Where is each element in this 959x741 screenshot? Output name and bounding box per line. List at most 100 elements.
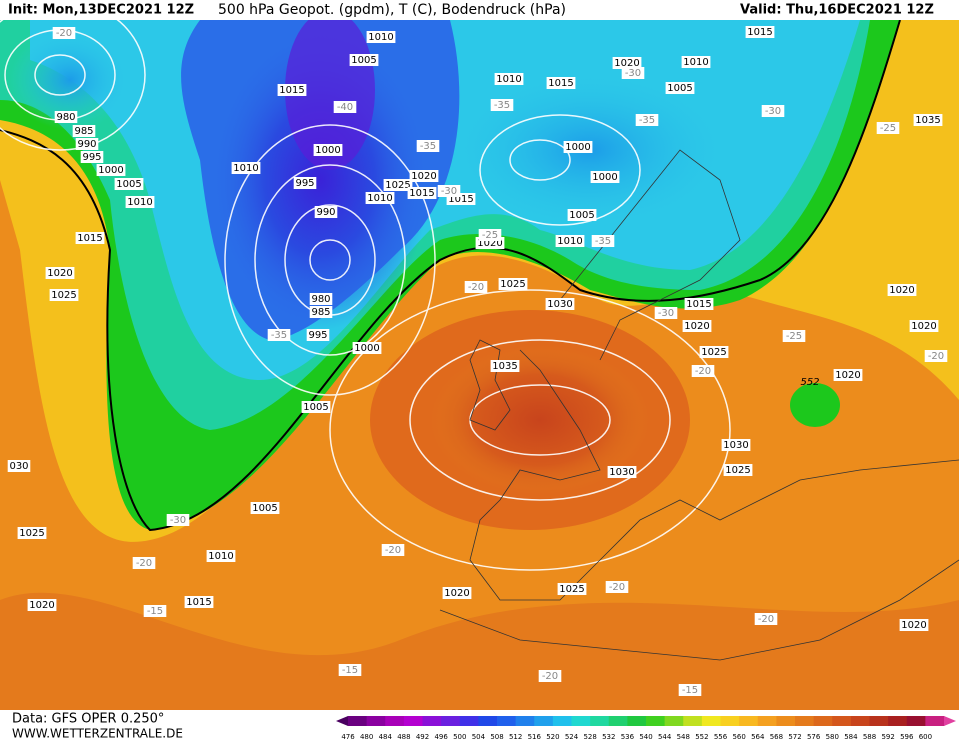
temperature-label-box	[761, 105, 785, 117]
temperature-label-box	[132, 557, 156, 569]
colorbar-label: 480	[360, 733, 373, 741]
colorbar-label: 568	[770, 733, 783, 741]
pressure-label-box	[913, 114, 943, 126]
pressure-label: 1020	[835, 370, 860, 381]
pressure-label: 1025	[701, 347, 726, 358]
pressure-label-box	[682, 320, 712, 332]
pressure-label: 1000	[354, 343, 379, 354]
colorbar-label: 524	[565, 733, 579, 741]
pressure-label-box	[545, 298, 575, 310]
pressure-label: 1010	[368, 32, 393, 43]
pressure-label-box	[498, 278, 528, 290]
colorbar-label: 516	[528, 733, 542, 741]
temperature-label-box	[143, 605, 167, 617]
pressure-label: 1005	[351, 55, 376, 66]
pressure-label: 1005	[569, 210, 594, 221]
pressure-label: 1015	[279, 85, 304, 96]
pressure-label-box	[72, 125, 96, 137]
temperature-label: -40	[337, 102, 353, 113]
map-labels: 1010 1005 1015 1000 995 990 980 985 995 1000 1005 1…	[7, 26, 948, 696]
temperature-label: -35	[639, 115, 655, 126]
colorbar-label: 564	[751, 733, 765, 741]
colorbar-cell	[906, 716, 926, 726]
pressure-label: 1015	[548, 78, 573, 89]
pressure-label: 1025	[19, 528, 44, 539]
pressure-label-box	[699, 346, 729, 358]
colorbar-label: 504	[472, 733, 486, 741]
pressure-label-box	[27, 599, 57, 611]
colorbar-label: 576	[807, 733, 821, 741]
temperature-label: -35	[271, 330, 287, 341]
colorbar-label: 556	[714, 733, 728, 741]
pressure-label-box	[206, 550, 236, 562]
colorbar-cell	[422, 716, 442, 726]
temperature-label: -20	[542, 671, 558, 682]
pressure-label: 1015	[409, 188, 434, 199]
temperature-label-box	[754, 613, 778, 625]
pressure-label-box	[54, 111, 78, 123]
pressure-label-box	[231, 162, 261, 174]
pressure-label: 1005	[667, 83, 692, 94]
pressure-label-box	[899, 619, 929, 631]
pressure-label-box	[546, 77, 576, 89]
pressure-label-box	[684, 298, 714, 310]
pressure-label-box	[665, 82, 695, 94]
colorbar-label: 488	[397, 733, 410, 741]
temperature-label-box	[635, 114, 659, 126]
pressure-label: 1030	[547, 299, 572, 310]
colorbar-cell	[646, 716, 666, 726]
colorbar-cell	[664, 716, 684, 726]
colorbar-label: 484	[379, 733, 393, 741]
colorbar-label: 600	[919, 733, 932, 741]
pressure-label-box	[590, 171, 620, 183]
colorbar-label: 492	[416, 733, 429, 741]
colorbar-label: 512	[509, 733, 522, 741]
temperature-label: -20	[56, 28, 72, 39]
data-source: Data: GFS OPER 0.250°	[12, 712, 164, 727]
pressure-label: 995	[295, 178, 314, 189]
colorbar-cell	[683, 716, 703, 726]
pressure-label-box	[349, 54, 379, 66]
pressure-label-box	[681, 56, 711, 68]
pressure-label-box	[407, 187, 437, 199]
colorbar-cell	[515, 716, 535, 726]
colorbar-cell	[459, 716, 479, 726]
temperature-label-box	[621, 67, 645, 79]
temperature-label-box	[381, 544, 405, 556]
temperature-label-box	[876, 122, 900, 134]
colorbar-cell	[571, 716, 591, 726]
pressure-label-box	[555, 235, 585, 247]
temperature-label-box	[464, 281, 488, 293]
pressure-label-box	[567, 209, 597, 221]
colorbar-label: 520	[546, 733, 559, 741]
pressure-label-box	[7, 460, 31, 472]
pressure-label: 1020	[901, 620, 926, 631]
temperature-label-box	[437, 185, 461, 197]
colorbar-cell	[608, 716, 628, 726]
colorbar-cell	[403, 716, 423, 726]
colorbar-cell	[888, 716, 908, 726]
pressure-label: 1010	[233, 163, 258, 174]
pressure-label: 1015	[186, 597, 211, 608]
temperature-label: -30	[170, 515, 186, 526]
temperature-label-box	[166, 514, 190, 526]
colorbar-label: 540	[639, 733, 652, 741]
pressure-label: 1005	[252, 503, 277, 514]
colorbar-cell	[776, 716, 796, 726]
pressure-label-box	[383, 179, 413, 191]
colorbar-arrow	[336, 716, 348, 726]
header-bar	[0, 0, 959, 20]
pressure-label: 1020	[29, 600, 54, 611]
temperature-label: -35	[420, 141, 436, 152]
temperature-label-box	[333, 101, 357, 113]
temperature-label: -20	[609, 582, 625, 593]
pressure-label-box	[277, 84, 307, 96]
pressure-label-box	[366, 31, 396, 43]
temperature-label-box	[691, 365, 715, 377]
pressure-label: 1020	[411, 171, 436, 182]
pressure-label-box	[909, 320, 939, 332]
temperature-label-box	[478, 229, 502, 241]
colorbar-cell	[850, 716, 870, 726]
pressure-label-box	[607, 466, 637, 478]
pressure-label-box	[75, 232, 105, 244]
